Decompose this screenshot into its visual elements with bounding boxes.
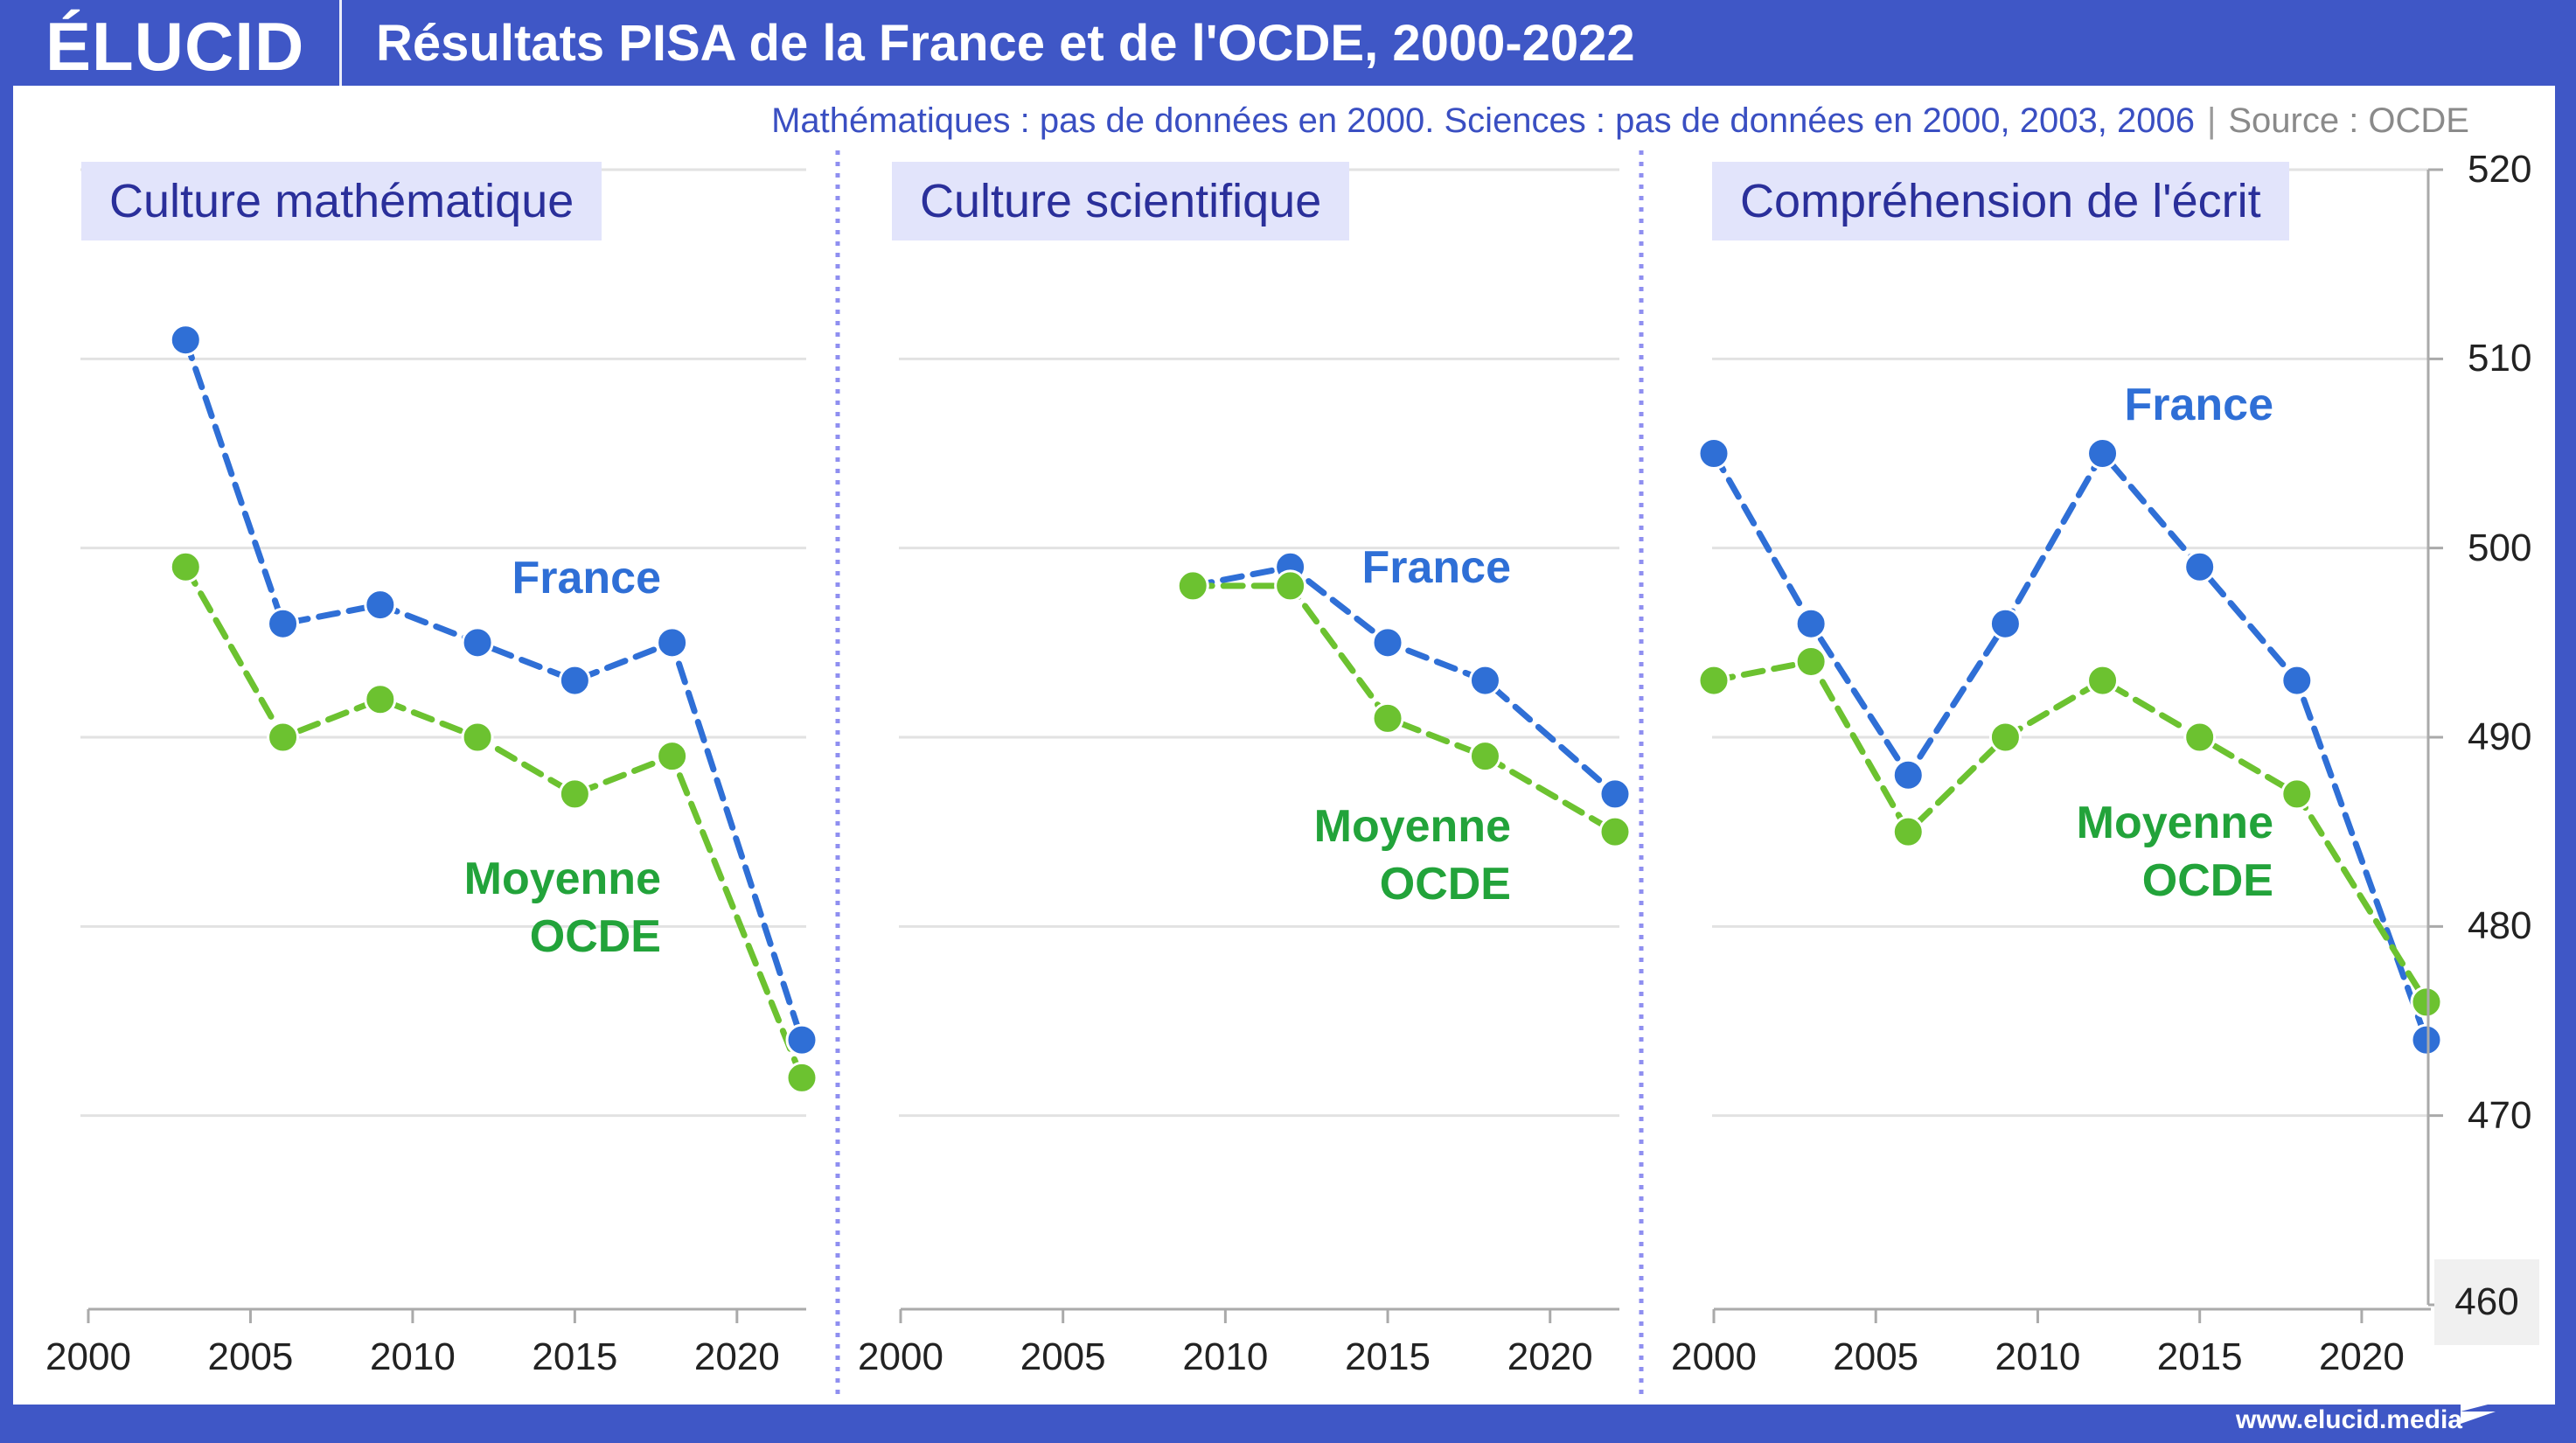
data-point-france-2018 xyxy=(2280,664,2314,697)
label-france-math: France xyxy=(512,553,661,603)
series-line-ocde xyxy=(182,563,805,1081)
y-tick-label: 470 xyxy=(2468,1093,2532,1137)
x-tick-label: 2000 xyxy=(1671,1335,1757,1378)
label-ocde-math-line2: OCDE xyxy=(529,911,661,962)
chart-area xyxy=(13,86,2555,1405)
x-tick-label: 2005 xyxy=(1020,1335,1106,1378)
data-point-france-2015 xyxy=(558,664,591,697)
subtitle-note: Mathématiques : pas de données en 2000. … xyxy=(771,101,2195,140)
data-point-france-2009 xyxy=(1988,607,2022,640)
x-tick-label: 2015 xyxy=(532,1335,618,1378)
panel-title-science: Culture scientifique xyxy=(892,162,1350,240)
data-point-ocde-2009 xyxy=(364,683,397,716)
x-tick-label: 2020 xyxy=(1507,1335,1593,1378)
data-point-france-2015 xyxy=(2183,550,2217,583)
data-point-ocde-2015 xyxy=(2183,721,2217,754)
data-point-ocde-2012 xyxy=(1274,569,1307,603)
data-point-ocde-2003 xyxy=(169,550,202,583)
y-tick-label: 510 xyxy=(2468,337,2532,380)
data-point-ocde-2018 xyxy=(656,740,689,773)
y-tick-label: 520 xyxy=(2468,148,2532,191)
data-point-ocde-2006 xyxy=(1891,815,1925,848)
x-tick-label: 2015 xyxy=(1345,1335,1431,1378)
data-point-ocde-2006 xyxy=(267,721,300,754)
data-point-ocde-2009 xyxy=(1988,721,2022,754)
footer-url[interactable]: www.elucid.media xyxy=(2236,1405,2462,1434)
y-tick-label: 490 xyxy=(2468,715,2532,758)
elucid-mark-icon xyxy=(2461,1385,2515,1424)
label-ocde-science-line1: Moyenne xyxy=(1313,801,1511,852)
x-tick-label: 2015 xyxy=(2156,1335,2243,1378)
data-point-france-2022 xyxy=(785,1023,818,1056)
source-note: Source : OCDE xyxy=(2228,101,2469,140)
label-france-science: France xyxy=(1361,542,1511,593)
x-tick-label: 2010 xyxy=(1182,1335,1269,1378)
panel-title-math: Culture mathématique xyxy=(81,162,602,240)
chart-subtitle: Mathématiques : pas de données en 2000. … xyxy=(771,96,2469,145)
data-point-ocde-2015 xyxy=(558,777,591,811)
data-point-ocde-2012 xyxy=(461,721,494,754)
data-point-france-2009 xyxy=(364,589,397,622)
x-tick-label: 2020 xyxy=(2318,1335,2405,1378)
data-point-ocde-2000 xyxy=(1697,664,1730,697)
data-point-ocde-2022 xyxy=(785,1061,818,1094)
x-tick-label: 2020 xyxy=(693,1335,780,1378)
y-tick-label: 480 xyxy=(2468,904,2532,948)
data-point-france-2022 xyxy=(1598,777,1632,811)
data-point-ocde-2015 xyxy=(1371,701,1404,735)
data-point-ocde-2009 xyxy=(1176,569,1209,603)
data-point-france-2012 xyxy=(2086,437,2120,470)
data-point-france-2018 xyxy=(1468,664,1501,697)
data-point-ocde-2022 xyxy=(2410,986,2443,1019)
x-tick-label: 2005 xyxy=(1833,1335,1919,1378)
data-point-ocde-2018 xyxy=(2280,777,2314,811)
y-tick-label: 500 xyxy=(2468,526,2532,569)
panel-title-reading: Compréhension de l'écrit xyxy=(1712,162,2289,240)
data-point-france-2012 xyxy=(461,626,494,659)
series-line-france xyxy=(1189,563,1619,798)
label-ocde-reading-line2: OCDE xyxy=(2141,855,2273,906)
data-point-france-2000 xyxy=(1697,437,1730,470)
x-tick-label: 2000 xyxy=(858,1335,943,1378)
label-ocde-reading: Moyenne OCDE xyxy=(2077,794,2273,910)
data-point-france-2015 xyxy=(1371,626,1404,659)
data-point-ocde-2003 xyxy=(1794,645,1828,678)
series-line-france xyxy=(1710,448,2430,1043)
data-point-france-2006 xyxy=(1891,758,1925,791)
y-tick-label: 460 xyxy=(2434,1259,2539,1345)
x-tick-label: 2000 xyxy=(45,1335,131,1378)
label-ocde-reading-line1: Moyenne xyxy=(2076,798,2273,848)
label-ocde-math-line1: Moyenne xyxy=(463,854,661,904)
series-line-ocde xyxy=(1710,658,2430,1006)
elucid-logo: ÉLUCID xyxy=(45,8,305,85)
data-point-ocde-2018 xyxy=(1468,740,1501,773)
x-tick-label: 2010 xyxy=(369,1335,456,1378)
data-point-ocde-2022 xyxy=(1598,815,1632,848)
subtitle-divider: | xyxy=(2206,101,2217,140)
data-point-ocde-2012 xyxy=(2086,664,2120,697)
x-tick-label: 2010 xyxy=(1995,1335,2081,1378)
x-tick-label: 2005 xyxy=(207,1335,294,1378)
data-point-france-2006 xyxy=(267,607,300,640)
series-line-ocde xyxy=(1189,582,1619,835)
chart-title: Résultats PISA de la France et de l'OCDE… xyxy=(376,15,1635,72)
data-point-france-2022 xyxy=(2410,1023,2443,1056)
label-ocde-math: Moyenne OCDE xyxy=(464,850,661,965)
label-ocde-science-line2: OCDE xyxy=(1379,859,1511,910)
label-ocde-science: Moyenne OCDE xyxy=(1314,798,1511,913)
data-point-france-2003 xyxy=(169,324,202,357)
header-bar: ÉLUCID Résultats PISA de la France et de… xyxy=(0,0,2576,86)
label-france-reading: France xyxy=(2124,380,2273,430)
data-point-france-2018 xyxy=(656,626,689,659)
header-divider xyxy=(339,0,342,86)
data-point-france-2003 xyxy=(1794,607,1828,640)
